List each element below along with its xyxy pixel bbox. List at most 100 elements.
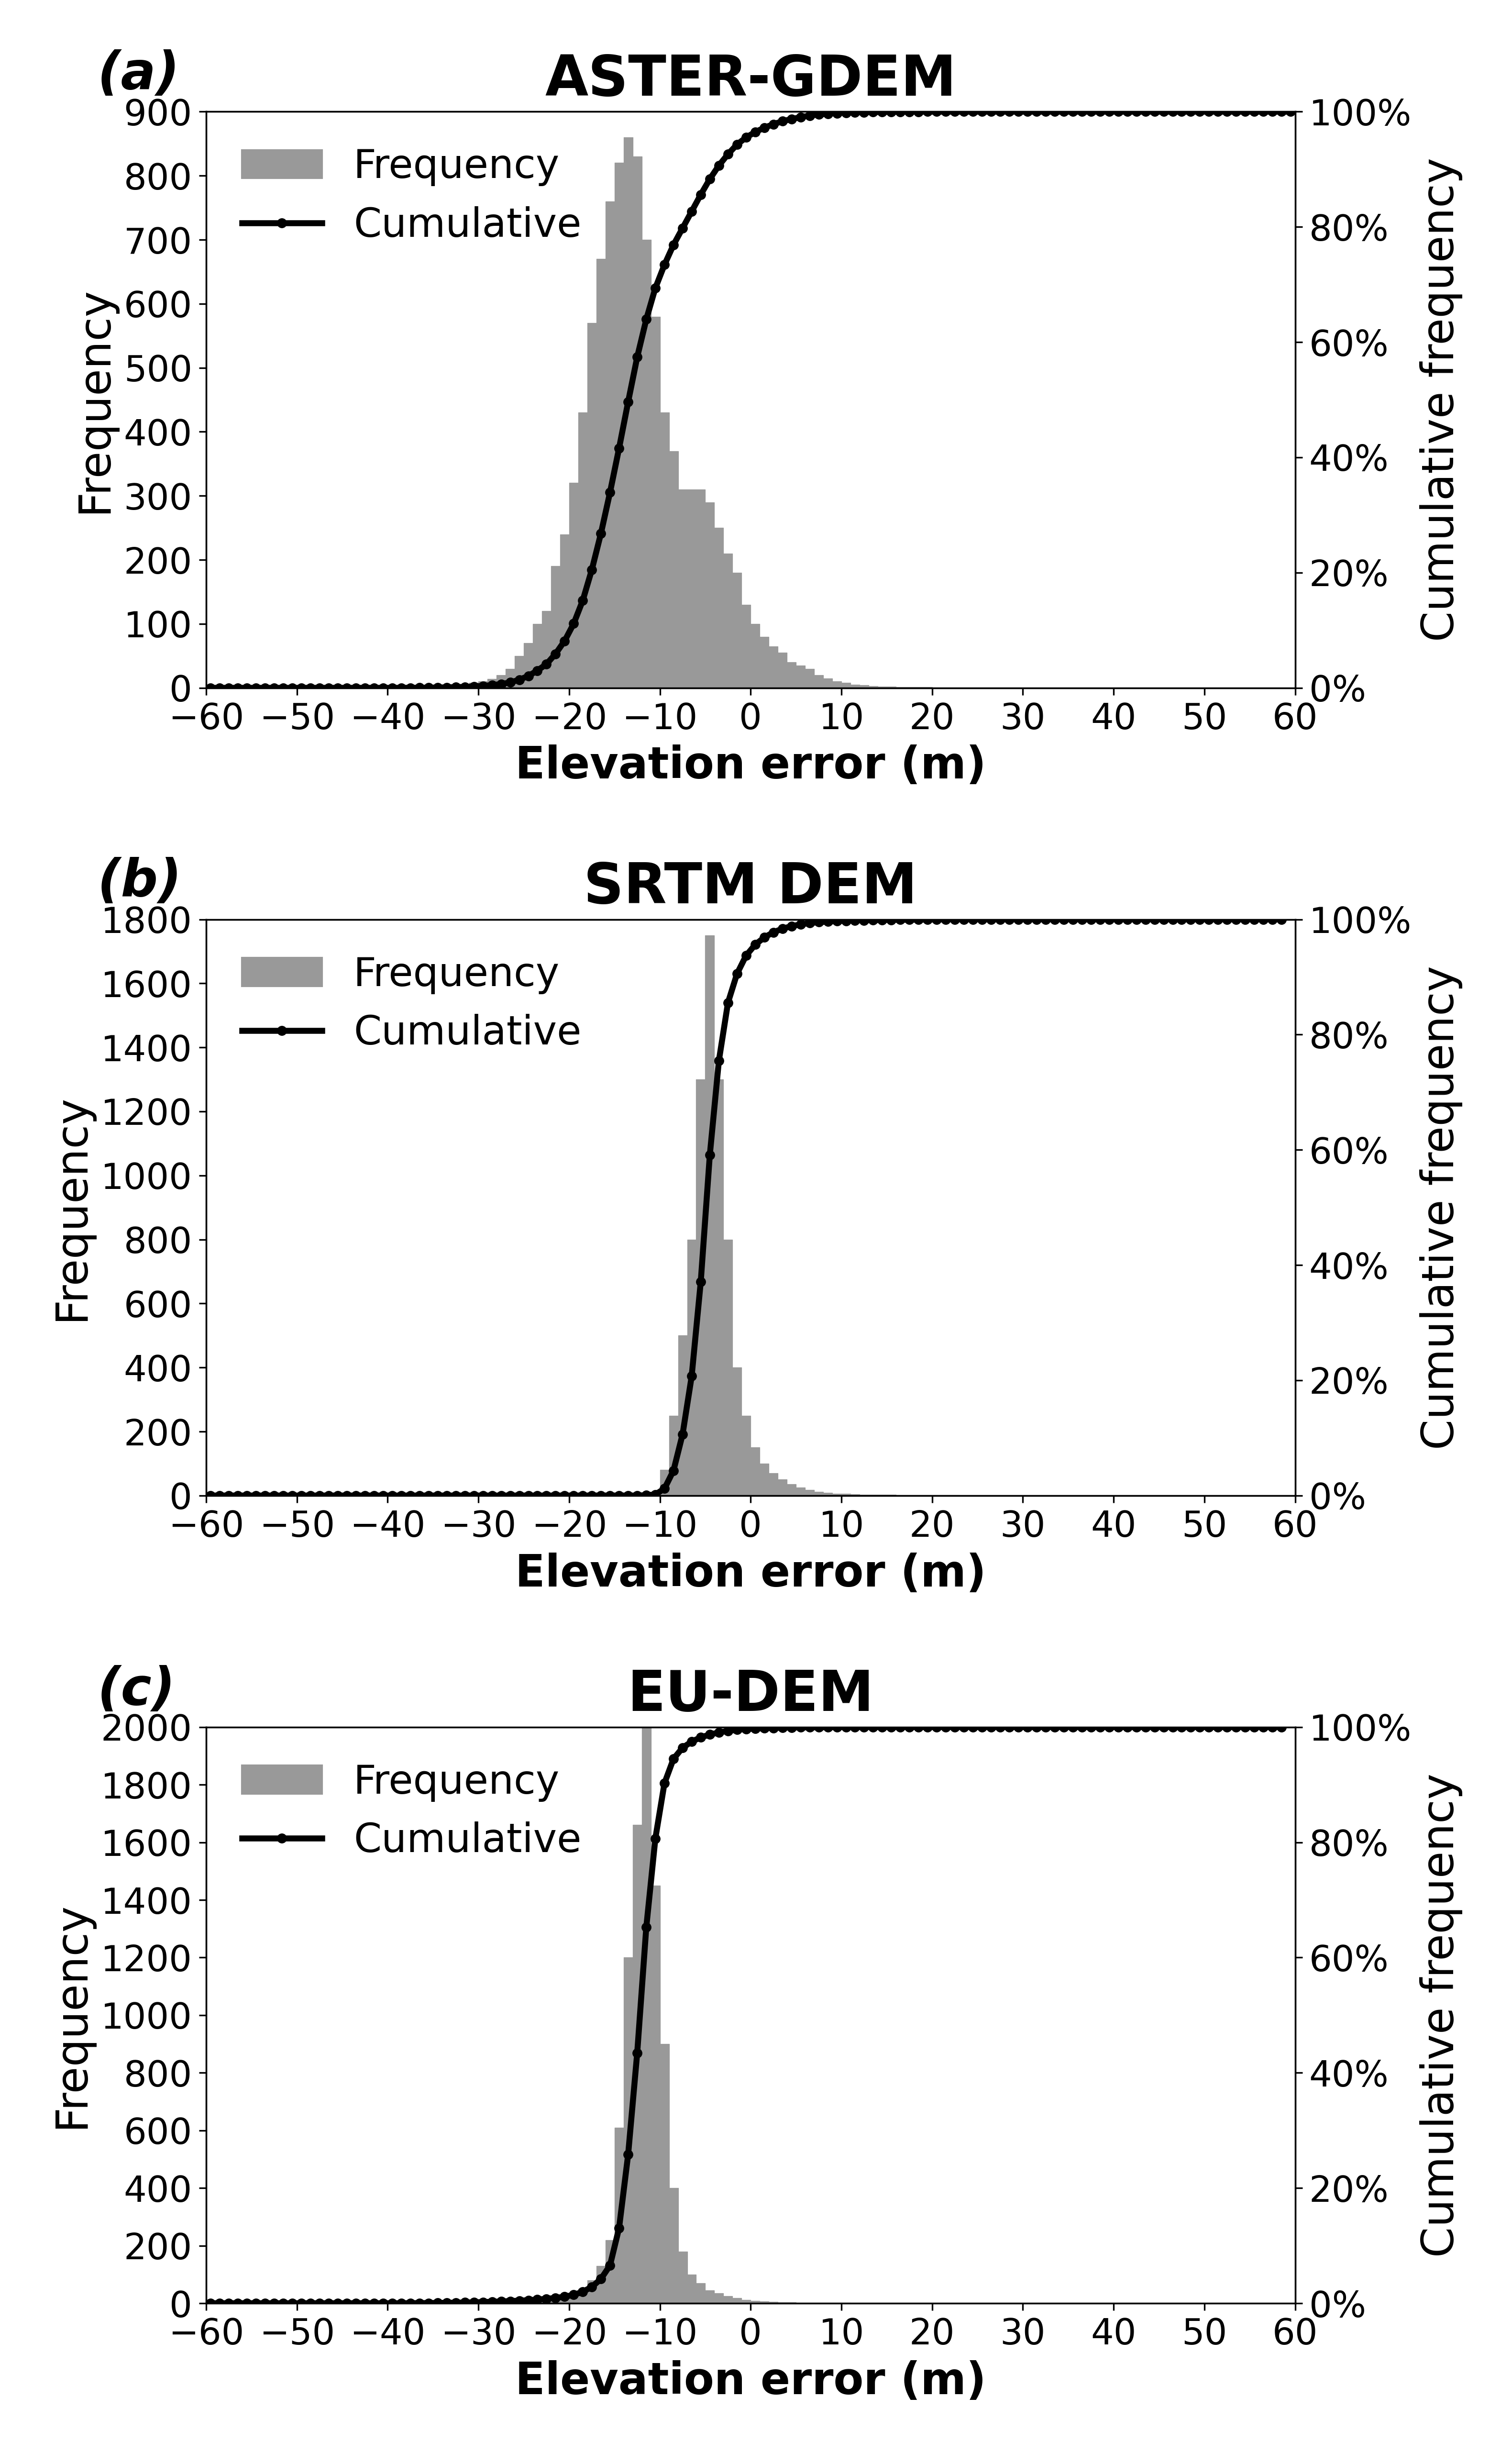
Bar [559, 2298, 569, 2303]
Bar [714, 1079, 723, 1496]
Y-axis label: Frequency: Frequency [50, 1094, 92, 1320]
Bar [487, 679, 496, 687]
X-axis label: Elevation error (m): Elevation error (m) [516, 1553, 986, 1594]
Title: ASTER-GDEM: ASTER-GDEM [544, 52, 956, 108]
Bar [723, 554, 732, 687]
Bar [777, 652, 786, 687]
Bar [696, 491, 705, 687]
Text: (a): (a) [97, 49, 180, 101]
Bar [723, 2296, 732, 2303]
Bar [804, 670, 813, 687]
Bar [732, 2298, 741, 2303]
Bar [841, 682, 850, 687]
Bar [587, 2281, 596, 2303]
Bar [659, 2043, 668, 2303]
Bar [732, 572, 741, 687]
Bar [550, 567, 559, 687]
Bar [532, 623, 541, 687]
Y-axis label: Cumulative frequency: Cumulative frequency [1420, 157, 1462, 643]
Bar [741, 1415, 750, 1496]
Bar [569, 483, 578, 687]
Bar [786, 1484, 795, 1496]
Bar [460, 684, 469, 687]
Bar [750, 1447, 759, 1496]
Bar [605, 201, 614, 687]
Bar [823, 677, 832, 687]
Text: (c): (c) [97, 1666, 175, 1715]
Bar [587, 324, 596, 687]
Y-axis label: Cumulative frequency: Cumulative frequency [1420, 1774, 1462, 2257]
Bar [823, 1494, 832, 1496]
Bar [705, 503, 714, 687]
Bar [668, 2188, 677, 2303]
Bar [659, 1469, 668, 1496]
Title: SRTM DEM: SRTM DEM [584, 861, 918, 915]
Bar [578, 2289, 587, 2303]
Bar [768, 1474, 777, 1496]
Bar [705, 2291, 714, 2303]
Bar [668, 451, 677, 687]
Bar [732, 1366, 741, 1496]
Bar [605, 2240, 614, 2303]
Bar [714, 527, 723, 687]
Bar [641, 1712, 650, 2303]
Bar [741, 2301, 750, 2303]
Bar [686, 491, 696, 687]
Bar [795, 665, 804, 687]
Bar [696, 2284, 705, 2303]
Text: (b): (b) [97, 856, 181, 908]
Bar [696, 1079, 705, 1496]
Bar [469, 682, 478, 687]
Bar [759, 1464, 768, 1496]
Bar [677, 1334, 686, 1496]
Bar [451, 684, 460, 687]
Bar [596, 2267, 605, 2303]
Legend: Frequency, Cumulative: Frequency, Cumulative [225, 132, 597, 260]
Bar [632, 157, 641, 687]
Y-axis label: Frequency: Frequency [50, 1901, 92, 2129]
Bar [705, 935, 714, 1496]
Bar [505, 670, 514, 687]
Bar [741, 603, 750, 687]
Bar [804, 1489, 813, 1496]
Bar [623, 137, 632, 687]
Bar [668, 1415, 677, 1496]
Bar [578, 412, 587, 687]
Bar [832, 682, 841, 687]
Bar [813, 1491, 823, 1496]
Legend: Frequency, Cumulative: Frequency, Cumulative [225, 1747, 597, 1877]
Bar [750, 623, 759, 687]
Bar [677, 2252, 686, 2303]
Bar [813, 675, 823, 687]
Title: EU-DEM: EU-DEM [627, 1668, 874, 1722]
Bar [786, 662, 795, 687]
Bar [569, 2294, 578, 2303]
Y-axis label: Frequency: Frequency [73, 287, 116, 513]
Bar [768, 645, 777, 687]
Bar [650, 1491, 659, 1496]
Bar [541, 611, 550, 687]
Bar [641, 240, 650, 687]
Bar [677, 491, 686, 687]
Bar [859, 684, 868, 687]
Bar [614, 162, 623, 687]
X-axis label: Elevation error (m): Elevation error (m) [516, 2360, 986, 2404]
Y-axis label: Cumulative frequency: Cumulative frequency [1420, 966, 1462, 1450]
Bar [759, 638, 768, 687]
Bar [795, 1487, 804, 1496]
X-axis label: Elevation error (m): Elevation error (m) [516, 746, 986, 787]
Bar [596, 260, 605, 687]
Bar [550, 2298, 559, 2303]
Bar [650, 1886, 659, 2303]
Bar [686, 1239, 696, 1496]
Bar [686, 2274, 696, 2303]
Bar [541, 2301, 550, 2303]
Bar [478, 682, 487, 687]
Bar [723, 1239, 732, 1496]
Bar [523, 643, 532, 687]
Legend: Frequency, Cumulative: Frequency, Cumulative [225, 939, 597, 1070]
Bar [650, 316, 659, 687]
Bar [632, 1825, 641, 2303]
Bar [850, 684, 859, 687]
Bar [714, 2294, 723, 2303]
